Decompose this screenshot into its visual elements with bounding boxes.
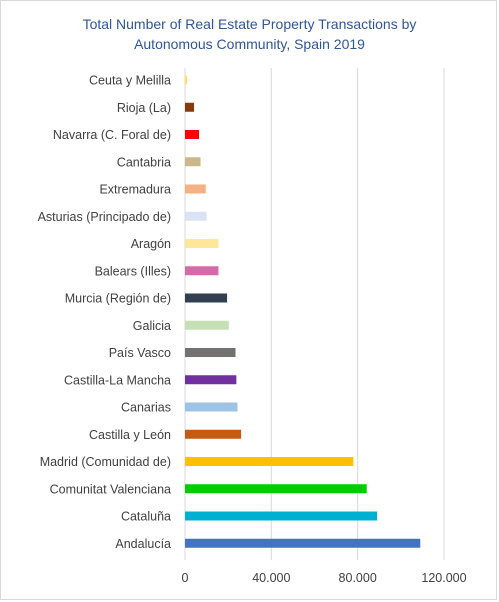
chart-title-line-1: Total Number of Real Estate Property Tra… (82, 16, 417, 32)
category-label: Ceuta y Melilla (89, 74, 171, 88)
category-label: Balears (Illes) (95, 264, 171, 278)
bar (185, 348, 236, 357)
category-label: Andalucía (115, 537, 171, 551)
category-label: Cataluña (121, 510, 171, 524)
chart-title-line-2: Autonomous Community, Spain 2019 (134, 36, 365, 52)
category-label: Cantabria (117, 155, 171, 169)
bar (185, 484, 367, 494)
category-label: Comunitat Valenciana (50, 482, 171, 496)
bar (185, 293, 228, 303)
category-label: País Vasco (109, 346, 171, 360)
category-label: Asturias (Principado de) (38, 210, 171, 224)
category-labels: Ceuta y Melilla Rioja (La) Navarra (C. For… (38, 74, 171, 551)
x-tick-label: 40.000 (252, 571, 290, 585)
bar (185, 511, 378, 521)
category-label: Murcia (Región de) (65, 292, 171, 306)
category-label: Rioja (La) (117, 101, 171, 115)
category-label: Galicia (133, 319, 171, 333)
gridlines (184, 68, 445, 560)
bar (185, 402, 238, 412)
x-tick-label: 80.000 (339, 571, 377, 585)
category-label: Extremadura (99, 183, 171, 197)
category-label: Madrid (Comunidad de) (40, 455, 171, 469)
category-label: Aragón (131, 237, 171, 251)
bar (185, 239, 219, 248)
x-axis-tick-labels: 0 40.000 80.000 120.000 (182, 571, 467, 585)
x-tick-label: 120.000 (421, 571, 466, 585)
bar (185, 266, 219, 276)
bar (185, 184, 206, 194)
category-label: Canarias (121, 401, 171, 415)
bar (185, 375, 237, 385)
bar (185, 102, 195, 112)
bar (185, 211, 207, 221)
bar (185, 538, 421, 548)
category-label: Castilla-La Mancha (64, 373, 171, 387)
category-label: Navarra (C. Foral de) (53, 128, 171, 142)
bar (185, 75, 188, 85)
bar (185, 457, 354, 466)
bar (185, 429, 242, 439)
bars (185, 75, 421, 548)
category-label: Castilla y León (89, 428, 171, 442)
bar (185, 130, 200, 139)
bar (185, 320, 229, 330)
x-tick-label: 0 (182, 571, 189, 585)
chart-title: Total Number of Real Estate Property Tra… (0, 14, 499, 54)
bar (185, 157, 201, 167)
